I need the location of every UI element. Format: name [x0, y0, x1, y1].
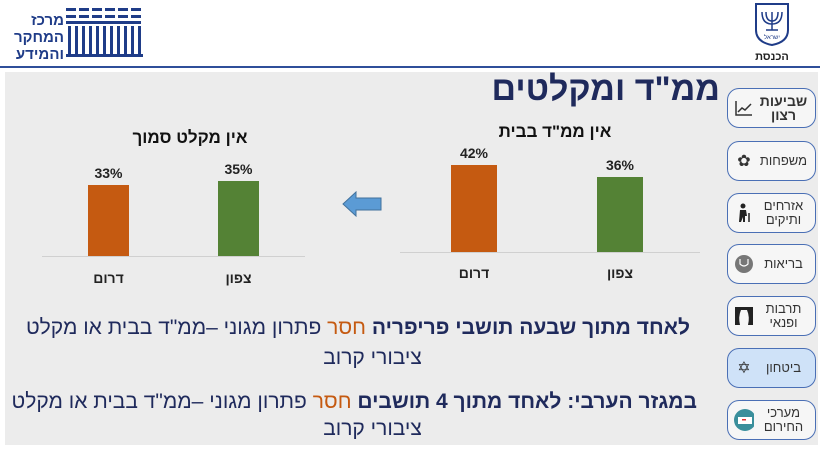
- finding-rest: פתרון מגוני –ממ"ד בבית או מקלט: [11, 390, 307, 413]
- sidebar-item-culture[interactable]: תרבות ופנאי: [727, 296, 816, 336]
- family-icon: ✿: [737, 153, 751, 170]
- sidebar-item-label: שביעות רצון: [759, 93, 808, 123]
- sidebar-item-emergency[interactable]: מערכי החירום: [727, 400, 816, 440]
- header-divider: [0, 66, 820, 68]
- category-label: צפון: [606, 265, 634, 281]
- slide-content-area: [5, 72, 818, 445]
- elderly-person-icon: [734, 203, 754, 223]
- sidebar-item-label: אזרחים ותיקים: [763, 198, 804, 227]
- x-axis-line: [400, 252, 700, 253]
- chart-title: אין מקלט סמוך: [132, 128, 248, 147]
- finding-periphery: לאחד מתוך שבעה תושבי פריפריה חסר פתרון מ…: [26, 316, 690, 340]
- sidebar-item-label: בריאות: [764, 256, 803, 271]
- finding-highlight: חסר: [312, 390, 352, 413]
- sidebar-item-seniors[interactable]: אזרחים ותיקים: [727, 193, 816, 233]
- stethoscope-icon: [734, 254, 754, 274]
- finding-periphery-line2: ציבורי קרוב: [323, 346, 422, 369]
- sidebar-item-label: תרבות ופנאי: [765, 301, 802, 330]
- value-label: 36%: [605, 157, 635, 174]
- bar-north: [218, 180, 259, 256]
- finding-arab-sector: במגזר הערבי: לאחד מתוך 4 תושבים חסר פתרו…: [11, 390, 697, 414]
- sidebar-item-label: ביטחון: [766, 360, 801, 375]
- category-label: צפון: [225, 270, 252, 286]
- finding-arab-sector-line2: ציבורי קרוב: [323, 417, 422, 440]
- menorah-emblem-icon: ישראל: [755, 3, 789, 47]
- finding-highlight: חסר: [327, 316, 366, 339]
- research-center-logo: מרכז המחקר והמידע: [8, 6, 143, 63]
- x-axis-line: [42, 256, 305, 257]
- research-center-logo-text: מרכז המחקר והמידע: [14, 12, 64, 63]
- chart-line-icon: [734, 98, 754, 118]
- knesset-logo: ישראל הכנסת: [748, 2, 796, 63]
- knesset-name: הכנסת: [755, 51, 789, 63]
- value-label: 35%: [224, 160, 253, 177]
- chart-title: אין ממ"ד בבית: [498, 122, 612, 141]
- sidebar-item-satisfaction[interactable]: שביעות רצון: [727, 88, 816, 128]
- value-label: 33%: [94, 165, 123, 182]
- category-label: דרום: [458, 265, 490, 281]
- finding-bold: לאחד מתוך שבעה תושבי פריפריה: [371, 316, 690, 339]
- sidebar-item-security[interactable]: ✡ ביטחון: [727, 348, 816, 388]
- category-label: דרום: [93, 270, 124, 286]
- star-of-david-icon: ✡: [737, 360, 751, 377]
- bar-south: [451, 165, 497, 252]
- bar-south: [88, 185, 129, 256]
- ambulance-icon: [734, 409, 754, 431]
- theater-curtain-icon: [734, 306, 754, 326]
- knesset-emblem-text: ישראל: [764, 33, 780, 41]
- columns-logo-icon: [66, 8, 143, 57]
- page-title: ממ"ד ומקלטים: [491, 70, 720, 108]
- sidebar-item-health[interactable]: בריאות: [727, 244, 816, 284]
- sidebar-item-label: מערכי החירום: [763, 405, 804, 434]
- bar-north: [597, 177, 643, 252]
- finding-bold: במגזר הערבי: לאחד מתוך 4 תושבים: [357, 390, 697, 413]
- sidebar-item-label: משפחות: [759, 153, 808, 168]
- finding-rest: פתרון מגוני –ממ"ד בבית או מקלט: [25, 316, 322, 339]
- value-label: 42%: [459, 145, 489, 162]
- sidebar-item-families[interactable]: ✿ משפחות: [727, 141, 816, 181]
- arrow-left-icon: [342, 191, 382, 217]
